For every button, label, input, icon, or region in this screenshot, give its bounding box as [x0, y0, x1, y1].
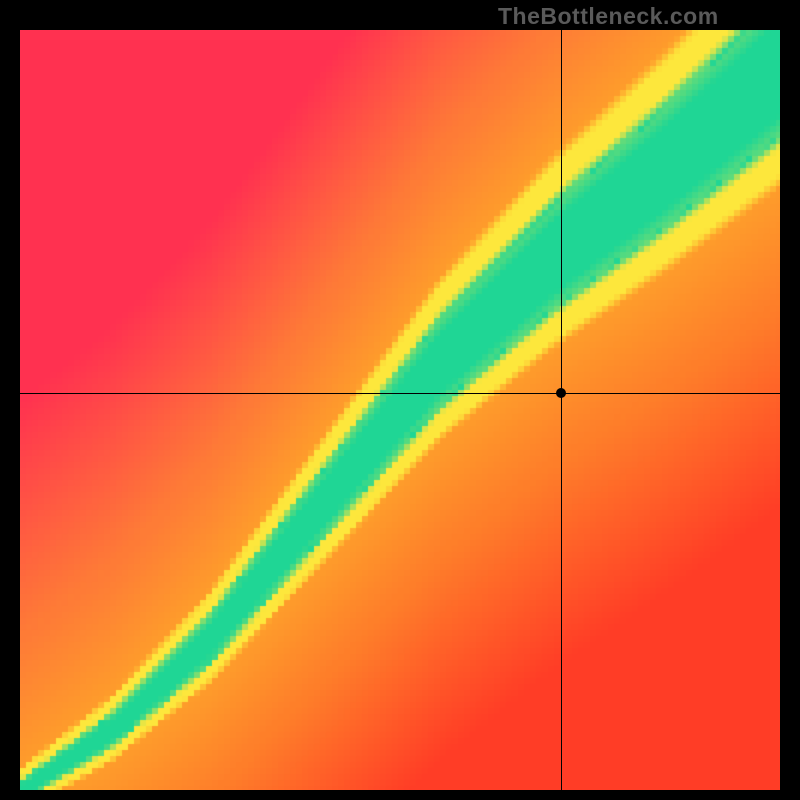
watermark-text: TheBottleneck.com — [498, 3, 719, 30]
plot-area — [20, 30, 780, 790]
crosshair-horizontal — [20, 393, 780, 394]
crosshair-vertical — [561, 30, 562, 790]
crosshair-point — [556, 388, 566, 398]
heatmap-canvas — [20, 30, 780, 790]
